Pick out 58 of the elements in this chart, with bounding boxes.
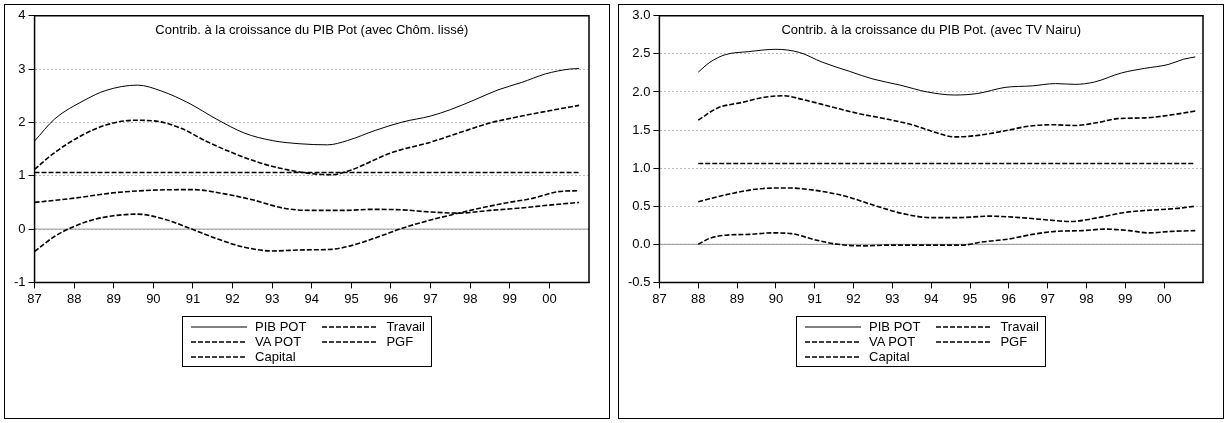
line-series [697,48,1196,96]
x-tick-label: 90 [146,290,161,306]
x-tick-label: 93 [885,290,900,306]
legend-label: VA POT [255,334,302,349]
x-tick-label: 87 [652,290,667,306]
x-tick-label: 96 [1001,290,1017,306]
x-tick-label: 94 [923,290,939,306]
x-tick-label: 99 [502,290,518,306]
x-tick-label: 89 [729,290,745,306]
y-tick-label: 1.0 [632,159,651,175]
y-tick-label: 0.0 [632,235,651,251]
x-tick-label: 99 [1118,290,1133,306]
legend-label: PGF [386,334,414,349]
y-tick-label: 3 [18,60,26,76]
line-series [697,228,1197,247]
legend-label: VA POT [869,334,916,349]
text: Contrib. à la croissance du PIB Pot (avec Chôm. lissé) [155,21,469,37]
y-tick-label: 1.5 [632,121,651,137]
x-tick-label: 97 [423,290,438,306]
y-tick-label: 2.0 [632,83,651,99]
x-tick-label: 87 [27,290,42,306]
x-tick-label: 92 [225,290,240,306]
x-tick-label: 98 [1079,290,1094,306]
x-tick-label: 00 [542,290,557,306]
x-tick-label: 96 [383,290,399,306]
x-tick-label: 92 [846,290,861,306]
x-tick-label: 90 [768,290,784,306]
y-tick-label: 0.5 [632,197,651,213]
x-tick-label: 89 [106,290,121,306]
y-tick-label: 1 [18,167,26,183]
line-series [697,187,1197,223]
legend-label: Travail [1000,319,1039,334]
x-tick-label: 98 [462,290,478,306]
legend-label: Capital [255,349,296,364]
y-tick-label: 2.5 [632,45,651,61]
x-tick-label: 88 [66,290,82,306]
y-tick-label: 4 [18,7,26,23]
x-tick-label: 91 [807,290,822,306]
legend-label: PIB POT [255,319,307,334]
y-tick-label: 0 [18,220,26,236]
x-tick-label: 00 [1156,290,1172,306]
y-tick-label: 3.0 [632,7,651,23]
x-tick-label: 88 [690,290,706,306]
y-tick-label: -1 [14,273,26,289]
legend-label: PGF [1000,334,1028,349]
legend-label: PIB POT [869,319,921,334]
y-tick-label: -0.5 [627,273,651,289]
legend-label: Travail [386,319,425,334]
x-tick-label: 95 [962,290,978,306]
line-series [697,94,1197,138]
legend-label: Capital [869,349,910,364]
y-tick-label: 2 [18,114,26,130]
x-tick-label: 97 [1040,290,1055,306]
text: Contrib. à la croissance du PIB Pot. (avec TV Nairu) [781,21,1082,37]
x-tick-label: 95 [344,290,359,306]
x-tick-label: 94 [304,290,320,306]
x-tick-label: 91 [185,290,201,306]
x-tick-label: 93 [264,290,280,306]
